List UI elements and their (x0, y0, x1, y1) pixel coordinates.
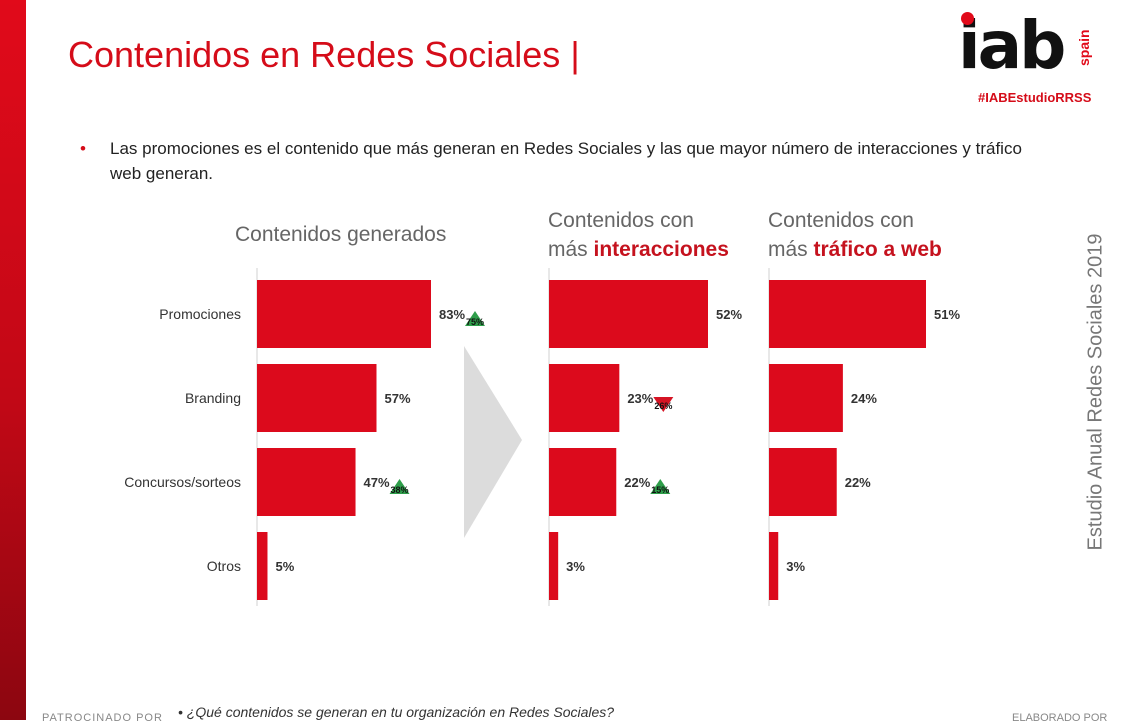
sponsor-label: PATROCINADO POR (42, 712, 163, 724)
iab-spain-logo: iab spain (958, 7, 1092, 84)
previous-year-label: 75% (466, 317, 484, 327)
category-label: Branding (185, 390, 241, 406)
slide-title: Contenidos en Redes Sociales | (68, 34, 580, 75)
left-accent-stripe (0, 0, 26, 720)
previous-year-label: 38% (391, 485, 409, 495)
bar-promociones (257, 280, 431, 348)
bar-branding (257, 364, 377, 432)
value-label: 24% (851, 391, 877, 406)
value-label: 22% (624, 475, 650, 490)
panel-heading-line1: Contenidos con (548, 209, 694, 232)
value-label: 47% (364, 475, 390, 490)
bar-otros (257, 532, 268, 600)
bar-concursos-sorteos (257, 448, 356, 516)
bar-concursos-sorteos (549, 448, 617, 516)
bar-otros (769, 532, 779, 600)
previous-year-label: 26% (654, 401, 672, 411)
bar-promociones (769, 280, 926, 348)
up-arrow-icon (465, 311, 485, 326)
value-label: 52% (716, 307, 742, 322)
panel-heading-traffic: Contenidos con más tráfico a web (768, 206, 942, 264)
bar-promociones (549, 280, 708, 348)
panel-heading-prefix: más (548, 238, 594, 261)
value-label: 3% (566, 559, 585, 574)
bar-otros (549, 532, 559, 600)
value-label: 83% (439, 307, 465, 322)
up-arrow-icon (650, 479, 671, 494)
survey-question: • ¿Qué contenidos se generan en tu organ… (178, 704, 615, 720)
value-label: 22% (845, 475, 871, 490)
value-label: 57% (384, 391, 410, 406)
down-arrow-icon (653, 397, 674, 412)
category-label: Concursos/sorteos (124, 474, 241, 490)
value-label: 5% (275, 559, 294, 574)
previous-year-label: 15% (651, 485, 669, 495)
logo-wordmark: iab (958, 7, 1066, 84)
panel-heading-line1: Contenidos con (768, 209, 914, 232)
logo-dot (961, 12, 974, 25)
category-label: Promociones (159, 306, 241, 322)
bar-branding (769, 364, 843, 432)
value-label: 23% (627, 391, 653, 406)
panel-heading-highlight: tráfico a web (813, 238, 942, 261)
bullet-marker: • (80, 139, 86, 158)
panel-heading-prefix: más (768, 238, 814, 261)
bar-concursos-sorteos (769, 448, 837, 516)
panel-heading-generated: Contenidos generados (235, 220, 446, 249)
panel-heading-highlight: interacciones (593, 238, 729, 261)
hashtag: #IABEstudioRRSS (978, 90, 1092, 105)
value-label: 51% (934, 307, 960, 322)
footer-credit: ELABORADO POR (1012, 712, 1108, 724)
bar-branding (549, 364, 620, 432)
bullet-text: Las promociones es el contenido que más … (110, 139, 1022, 183)
flow-arrow (464, 346, 522, 538)
up-arrow-icon (389, 479, 410, 494)
panel-heading-interactions: Contenidos con más interacciones (548, 206, 729, 264)
panel-heading-line1: Contenidos generados (235, 223, 447, 246)
value-label: 3% (786, 559, 805, 574)
category-label: Otros (207, 558, 241, 574)
